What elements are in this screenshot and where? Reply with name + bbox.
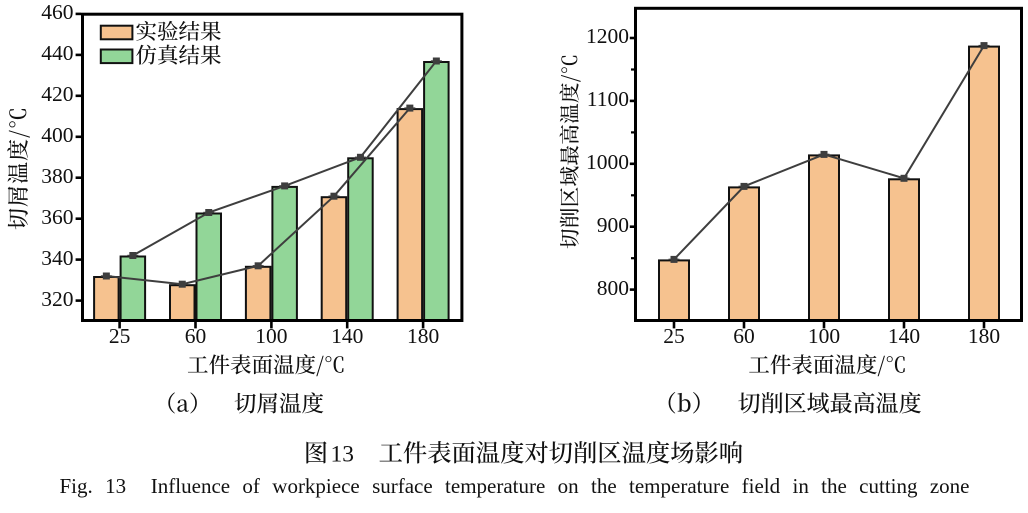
svg-text:140: 140 xyxy=(331,324,363,348)
svg-text:13: 13 xyxy=(331,442,355,468)
svg-text:800: 800 xyxy=(597,276,629,300)
svg-text:60: 60 xyxy=(185,324,207,348)
svg-text:180: 180 xyxy=(407,324,439,348)
svg-text:360: 360 xyxy=(41,205,73,229)
svg-text:380: 380 xyxy=(41,164,73,188)
svg-text:1100: 1100 xyxy=(587,87,629,111)
svg-text:180: 180 xyxy=(968,324,1000,348)
svg-text:460: 460 xyxy=(41,0,73,24)
svg-text:420: 420 xyxy=(41,82,73,106)
svg-text:440: 440 xyxy=(41,41,73,65)
svg-text:320: 320 xyxy=(41,287,73,311)
svg-text:25: 25 xyxy=(109,324,131,348)
svg-text:100: 100 xyxy=(255,324,287,348)
svg-text:25: 25 xyxy=(663,324,685,348)
svg-text:100: 100 xyxy=(808,324,840,348)
svg-text:340: 340 xyxy=(41,246,73,270)
svg-text:1000: 1000 xyxy=(586,150,629,174)
svg-text:900: 900 xyxy=(597,213,629,237)
svg-text:1200: 1200 xyxy=(586,24,629,48)
svg-text:400: 400 xyxy=(41,123,73,147)
svg-text:60: 60 xyxy=(733,324,755,348)
svg-text:140: 140 xyxy=(888,324,920,348)
svg-text:Fig. 13 Influence of workpiec: Fig. 13 Influence of workpiece surface t… xyxy=(59,474,969,498)
